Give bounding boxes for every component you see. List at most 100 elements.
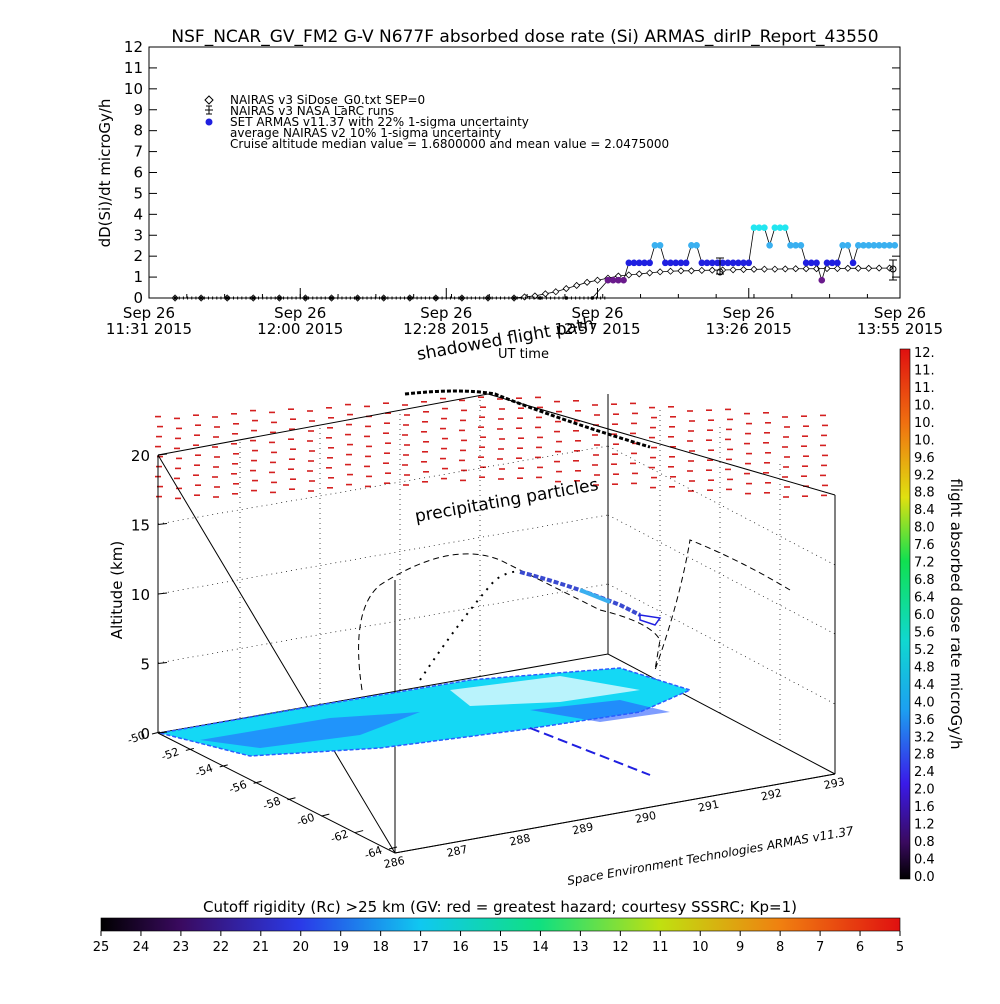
armas-point (755, 224, 763, 232)
top-y-tick-label: 4 (133, 205, 143, 223)
dose-colorbar-tick-label: 0.0 (914, 870, 935, 885)
nairas-line (175, 267, 890, 299)
armas-point (646, 259, 653, 267)
latitude-tick (219, 764, 228, 768)
armas-point (620, 276, 627, 284)
dose-colorbar-tick-label: 8.0 (914, 521, 935, 536)
cutoff-colorbar-tick-label: 8 (776, 940, 784, 955)
legend-label-2: NAIRAS v3 NASA LaRC runs (230, 104, 394, 118)
latitude-tick (287, 797, 296, 801)
cutoff-colorbar-tick-label: 9 (736, 940, 744, 955)
cutoff-colorbar-tick-label: 20 (292, 940, 309, 955)
top-y-tick-label: 8 (133, 122, 143, 140)
armas-point (667, 259, 674, 267)
longitude-tick-label: 288 (508, 831, 531, 848)
cutoff-colorbar-tick-label: 25 (93, 940, 110, 955)
dose-colorbar-tick-label: 7.6 (914, 538, 935, 553)
dose-colorbar-tick-label: 0.8 (914, 835, 935, 850)
top-y-tick-label: 12 (124, 38, 143, 56)
nairas-point (656, 268, 664, 276)
armas-point (792, 241, 799, 249)
cutoff-colorbar-tick-label: 14 (532, 940, 549, 955)
armas-point (729, 259, 737, 267)
armas-point (651, 241, 659, 249)
top-y-tick-label: 0 (133, 289, 143, 307)
top-y-tick-label: 3 (133, 226, 143, 244)
cutoff-colorbar-tick-label: 15 (492, 940, 509, 955)
cutoff-colorbar-tick-label: 12 (612, 940, 629, 955)
dose-colorbar-tick-label: 2.0 (914, 783, 935, 798)
armas-point (818, 276, 826, 284)
top-plot-series (171, 224, 899, 302)
latitude-tick-label: -56 (227, 778, 248, 796)
longitude-tick-label: 293 (823, 775, 846, 792)
chart-title: NSF_NCAR_GV_FM2 G-V N677F absorbed dose … (171, 27, 878, 47)
altitude-tick-label: 20 (131, 447, 150, 465)
altitude-tick (157, 523, 168, 525)
armas-point (662, 259, 669, 267)
legend-label-5: Cruise altitude median value = 1.6800000… (230, 137, 669, 151)
dose-colorbar-tick-label: 12. (914, 346, 935, 361)
top-y-tick-label: 2 (133, 247, 143, 265)
legend-label-1: NAIRAS v3 SiDose_G0.txt SEP=0 (230, 93, 425, 107)
top-x-tick-label-date: Sep 26 (274, 304, 326, 322)
box-grid (157, 397, 836, 745)
latitude-tick (185, 747, 194, 751)
latitude-tick-label: -58 (261, 794, 282, 812)
latitude-tick-label: -60 (295, 811, 316, 829)
nairas-point (792, 265, 800, 273)
top-x-tick-label-date: Sep 26 (571, 304, 623, 322)
armas-point (641, 259, 648, 267)
dose-colorbar-tick-label: 6.0 (914, 608, 935, 623)
top-y-tick-label: 6 (133, 164, 143, 182)
armas-point (630, 259, 638, 267)
dose-colorbar-ticks: 0.0 0.4 0.8 1.2 1.6 2.0 2.4 2.8 3.2 3.6 4.0 4.4 4.8 5… (914, 346, 935, 885)
top-x-tick-label-date: Sep 26 (123, 304, 175, 322)
top-x-tick-label-time: 12:57 2015 (554, 320, 640, 338)
cutoff-colorbar-tick-label: 18 (372, 940, 389, 955)
top-y-tick-label: 7 (133, 143, 143, 161)
nairas-point (833, 264, 841, 273)
dose-colorbar-tick-label: 1.6 (914, 800, 935, 815)
longitude-tick-label: 287 (446, 843, 469, 860)
armas-point (656, 241, 664, 249)
dose-colorbar-tick-label: 10. (914, 398, 935, 413)
nairas-point (635, 270, 643, 278)
latitude-tick (355, 830, 364, 834)
dose-colorbar-tick-label: 5.6 (914, 625, 935, 640)
armas-point (813, 259, 820, 267)
nairas-point (687, 267, 695, 275)
top-y-axis-label: dD(Si)/dt microGy/h (96, 99, 114, 248)
armas-point (693, 241, 700, 249)
cutoff-colorbar-tick-label: 7 (816, 940, 824, 955)
latitude-tick-label: -62 (329, 827, 350, 845)
dose-colorbar-tick-label: 10. (914, 416, 935, 431)
armas-point (677, 259, 685, 267)
nairas-point (812, 265, 821, 273)
cutoff-colorbar-tick-label: 11 (652, 940, 669, 955)
armas-point (615, 276, 622, 284)
cutoff-colorbar-tick-label: 24 (133, 940, 150, 955)
dose-colorbar-tick-label: 1.2 (914, 818, 935, 833)
ut-time-label: UT time (498, 347, 549, 362)
armas-point (434, 296, 438, 300)
top-y-tick-label: 10 (124, 80, 143, 98)
nairas-point (802, 265, 810, 273)
dose-colorbar-tick-label: 4.0 (914, 695, 935, 710)
nairas-point (520, 293, 529, 301)
armas-point (719, 259, 726, 267)
armas-point (714, 259, 721, 267)
ground-dose-surface (159, 667, 693, 757)
armas-point (538, 296, 542, 300)
dose-colorbar-tick-label: 11. (914, 381, 935, 396)
cutoff-colorbar-title: Cutoff rigidity (Rc) >25 km (GV: red = g… (203, 898, 797, 916)
armas-point (735, 259, 742, 267)
top-x-tick-label-date: Sep 26 (723, 304, 775, 322)
nairas-point (562, 285, 570, 293)
top-y-tick-label: 9 (133, 101, 143, 119)
dose-colorbar-tick-label: 5.2 (914, 643, 935, 658)
flight-3d-plot: 0 5 10 15 20 Altitude (km) -50 -52 -54 -56 -58 -6… (108, 314, 855, 888)
legend-marker-errorbar (205, 105, 213, 115)
armas-point (703, 259, 711, 267)
